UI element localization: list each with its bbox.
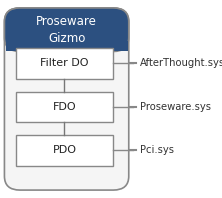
Text: Proseware.sys: Proseware.sys [140,102,211,112]
Text: Filter DO: Filter DO [40,58,89,68]
FancyBboxPatch shape [4,8,129,51]
Text: Pci.sys: Pci.sys [140,146,174,155]
Text: Proseware
Gizmo: Proseware Gizmo [36,15,97,45]
Text: PDO: PDO [52,146,76,155]
Bar [16,91,113,122]
Text: AfterThought.sys: AfterThought.sys [140,58,222,68]
Bar [16,48,113,79]
Bar [6,41,128,51]
FancyBboxPatch shape [4,8,129,190]
Text: FDO: FDO [53,102,76,112]
Bar [16,135,113,166]
